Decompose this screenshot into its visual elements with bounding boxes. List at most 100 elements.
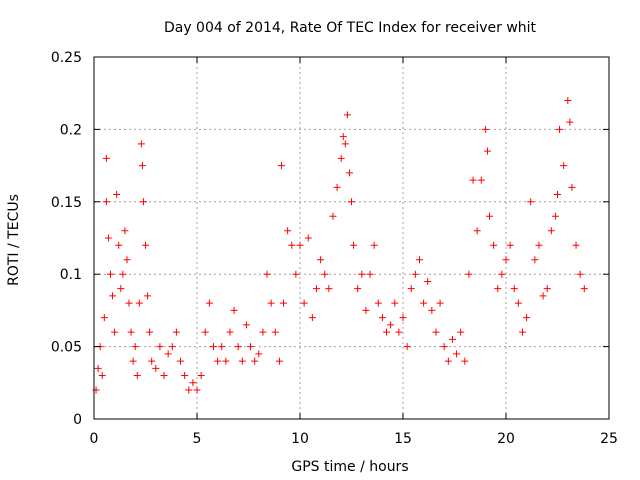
data-point [160, 372, 168, 380]
data-point [440, 343, 448, 351]
data-point [325, 285, 333, 293]
data-point [271, 328, 279, 336]
data-point [230, 306, 238, 314]
data-point [238, 357, 246, 365]
data-point [407, 285, 415, 293]
data-point [333, 183, 341, 191]
data-point [288, 241, 296, 249]
data-point [138, 162, 146, 170]
data-point [358, 270, 366, 278]
data-point [461, 357, 469, 365]
data-point [214, 357, 222, 365]
data-point [226, 328, 234, 336]
data-point [329, 212, 337, 220]
data-point [337, 154, 345, 162]
data-point [341, 140, 349, 148]
data-point [374, 299, 382, 307]
data-point [277, 162, 285, 170]
data-point [135, 299, 143, 307]
data-point [424, 277, 432, 285]
data-point [280, 299, 288, 307]
data-point [556, 125, 564, 133]
data-point [339, 133, 347, 141]
data-point [109, 292, 117, 300]
data-point [362, 306, 370, 314]
data-point [133, 372, 141, 380]
data-point [255, 350, 263, 358]
data-point [551, 212, 559, 220]
data-point [399, 314, 407, 322]
data-point [481, 125, 489, 133]
y-tick-label: 0.25 [51, 50, 82, 66]
y-tick-label: 0.2 [60, 122, 82, 138]
data-point [576, 270, 584, 278]
data-point [572, 241, 580, 249]
data-point [453, 350, 461, 358]
data-point [370, 241, 378, 249]
data-point [343, 111, 351, 119]
data-point [444, 357, 452, 365]
data-point [139, 198, 147, 206]
data-point [506, 241, 514, 249]
data-point [350, 241, 358, 249]
data-point [432, 328, 440, 336]
data-point [580, 285, 588, 293]
data-point [543, 285, 551, 293]
data-point [115, 241, 123, 249]
x-tick-label: 10 [291, 431, 309, 447]
y-tick-label: 0.15 [51, 195, 82, 211]
data-point [317, 256, 325, 264]
data-point [348, 198, 355, 206]
data-point [498, 270, 506, 278]
data-point [129, 357, 137, 365]
data-point [284, 227, 292, 235]
data-point [267, 299, 275, 307]
chart-title: Day 004 of 2014, Rate Of TEC Index for r… [164, 20, 537, 36]
data-point [146, 328, 154, 336]
data-point [98, 372, 106, 380]
data-point [127, 328, 135, 336]
data-point [502, 256, 510, 264]
data-point [172, 328, 180, 336]
data-point [354, 285, 362, 293]
data-point [457, 328, 465, 336]
data-point [494, 285, 502, 293]
data-point [523, 314, 531, 322]
data-point [486, 212, 494, 220]
data-point [483, 147, 491, 155]
data-point [100, 314, 108, 322]
data-point [177, 357, 185, 365]
data-point [477, 176, 485, 184]
data-point [391, 299, 399, 307]
data-point [197, 372, 205, 380]
data-point [539, 292, 547, 300]
data-point [312, 285, 320, 293]
data-point [428, 306, 436, 314]
data-point [531, 256, 539, 264]
data-point [259, 328, 267, 336]
data-point [209, 343, 217, 351]
data-point [94, 364, 102, 372]
data-point [123, 256, 131, 264]
data-point [142, 241, 149, 249]
data-point [168, 343, 176, 351]
data-point [185, 386, 193, 394]
data-point [420, 299, 428, 307]
data-point [113, 191, 121, 199]
data-point [242, 321, 250, 329]
data-point [564, 96, 572, 104]
data-point [304, 234, 312, 242]
data-point [411, 270, 419, 278]
data-point [263, 270, 271, 278]
data-point [251, 357, 259, 365]
data-point [102, 198, 110, 206]
data-point [275, 357, 283, 365]
plot-frame [93, 56, 610, 420]
data-point [152, 364, 160, 372]
data-point [395, 328, 403, 336]
y-tick-label: 0.1 [60, 267, 82, 283]
data-point [415, 256, 423, 264]
data-point [234, 343, 242, 351]
data-point [535, 241, 543, 249]
